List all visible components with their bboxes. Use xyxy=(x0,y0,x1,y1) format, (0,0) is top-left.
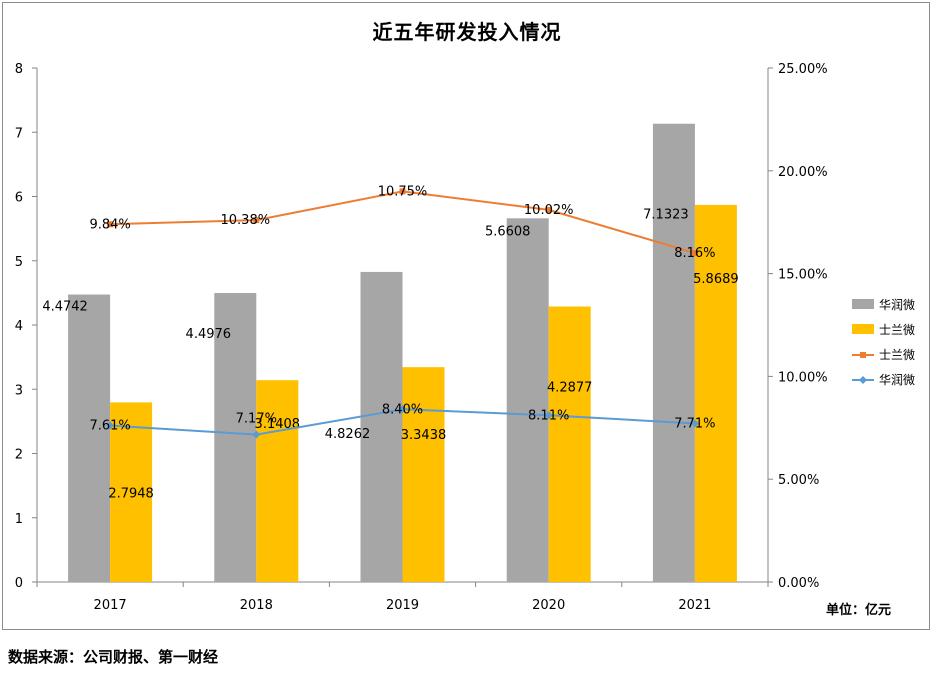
chart-title: 近五年研发投入情况 xyxy=(372,20,562,44)
y-left-tick-label: 3 xyxy=(15,383,23,398)
y-left-tick-label: 4 xyxy=(15,319,23,334)
legend-marker xyxy=(860,352,866,358)
line-data-label: 10.75% xyxy=(378,184,428,199)
y-right-tick-label: 5.00% xyxy=(778,473,819,488)
line-point-marker xyxy=(107,221,114,228)
y-right-tick-label: 10.00% xyxy=(778,370,828,385)
x-tick-label: 2020 xyxy=(532,598,565,613)
line-data-label: 10.38% xyxy=(221,213,271,228)
line-point-marker xyxy=(544,411,553,420)
bar-data-label: 4.4742 xyxy=(42,300,88,315)
y-right-tick-label: 25.00% xyxy=(778,62,828,77)
y-right-tick-label: 0.00% xyxy=(778,576,819,591)
y-left-tick-label: 7 xyxy=(15,126,23,141)
x-tick-label: 2017 xyxy=(94,598,127,613)
line-point-marker xyxy=(252,430,261,439)
line-data-label: 8.40% xyxy=(382,402,423,417)
line-data-label: 7.71% xyxy=(674,416,715,431)
bar-data-label: 2.7948 xyxy=(108,486,154,501)
bar-data-label: 5.8689 xyxy=(693,272,739,287)
source-note: 数据来源：公司财报、第一财经 xyxy=(8,648,219,666)
bar-data-label: 5.6608 xyxy=(485,224,531,239)
line-point-marker xyxy=(253,217,260,224)
line-series-shilanwei xyxy=(110,190,696,254)
bar-huarunwei xyxy=(506,218,549,583)
line-point-marker xyxy=(691,250,698,257)
bar-data-label: 3.3438 xyxy=(401,428,447,443)
bar-shilanwei xyxy=(548,306,591,582)
chart-frame xyxy=(2,2,930,630)
y-right-tick-label: 15.00% xyxy=(778,268,828,283)
y-left-tick-label: 8 xyxy=(15,62,23,77)
unit-label: 单位：亿元 xyxy=(826,603,892,618)
line-data-label: 10.02% xyxy=(524,203,574,218)
bar-shilanwei xyxy=(402,367,445,582)
bar-huarunwei xyxy=(68,294,111,582)
line-data-label: 7.61% xyxy=(89,419,130,434)
line-data-label: 9.84% xyxy=(89,217,130,232)
y-left-tick-label: 0 xyxy=(15,576,23,591)
legend-swatch xyxy=(852,324,874,334)
bar-data-label: 4.2877 xyxy=(547,381,593,396)
bar-huarunwei xyxy=(214,293,257,582)
x-tick-label: 2021 xyxy=(678,598,711,613)
legend-marker xyxy=(859,376,867,384)
legend-label: 士兰微 xyxy=(879,323,915,337)
line-point-marker xyxy=(545,206,552,213)
line-point-marker xyxy=(398,405,407,414)
y-left-tick-label: 5 xyxy=(15,255,23,270)
legend-label: 士兰微 xyxy=(879,348,915,362)
y-left-tick-label: 2 xyxy=(15,448,23,463)
y-left-tick-label: 6 xyxy=(15,191,23,206)
y-left-tick-label: 1 xyxy=(15,512,23,527)
bar-huarunwei xyxy=(360,271,403,582)
legend-label: 华润微 xyxy=(879,373,915,387)
bar-data-label: 4.4976 xyxy=(186,327,232,342)
bar-data-label: 7.1323 xyxy=(643,208,689,223)
x-tick-label: 2019 xyxy=(386,598,419,613)
bar-shilanwei xyxy=(110,402,153,582)
x-tick-label: 2018 xyxy=(240,598,273,613)
line-data-label: 8.16% xyxy=(674,246,715,261)
line-point-marker xyxy=(106,421,115,430)
line-point-marker xyxy=(690,419,699,428)
bar-data-label: 4.8262 xyxy=(325,427,371,442)
bar-shilanwei xyxy=(256,380,299,582)
legend-label: 华润微 xyxy=(879,298,915,312)
line-data-label: 8.11% xyxy=(528,408,569,423)
bar-huarunwei xyxy=(652,123,695,582)
line-point-marker xyxy=(399,188,406,195)
line-data-label: 7.17% xyxy=(236,412,277,427)
legend-swatch xyxy=(852,299,874,309)
y-right-tick-label: 20.00% xyxy=(778,165,828,180)
bar-shilanwei xyxy=(694,204,737,583)
